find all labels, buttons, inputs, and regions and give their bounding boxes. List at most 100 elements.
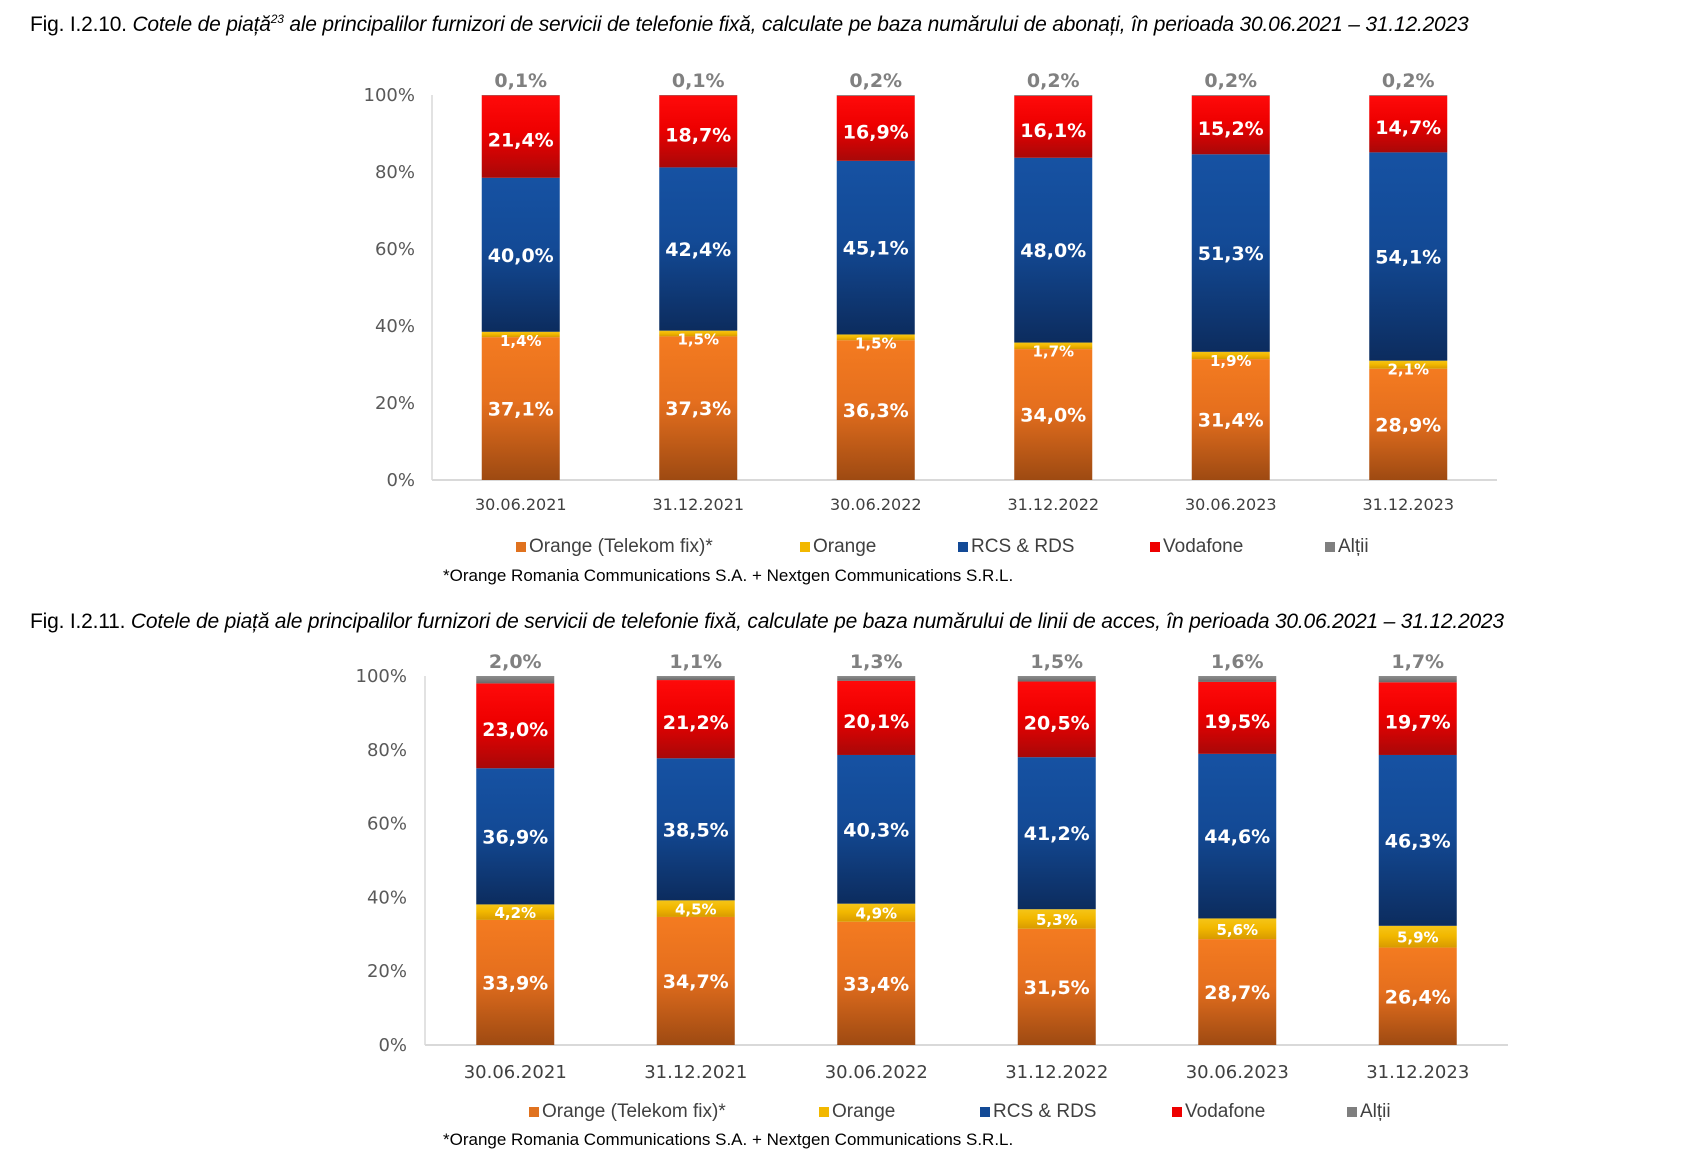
bar-segment-altii xyxy=(1017,676,1096,682)
bar-segment-rcs_rds xyxy=(1369,152,1448,361)
legend-label: RCS & RDS xyxy=(971,536,1075,557)
legend-swatch xyxy=(980,1107,990,1117)
data-label-orange_telekom: 28,9% xyxy=(1375,414,1441,436)
legend-label: Orange xyxy=(832,1101,896,1122)
y-tick-label: 60% xyxy=(375,239,415,260)
data-label-orange_telekom: 31,4% xyxy=(1198,410,1264,432)
y-tick-label: 0% xyxy=(386,470,415,491)
bar-segment-rcs_rds xyxy=(1191,154,1270,352)
bar-segment-altii xyxy=(656,676,735,681)
data-label-vodafone: 20,5% xyxy=(1024,712,1090,734)
data-label-altii: 0,2% xyxy=(849,70,902,92)
legend-item-rcs_rds: RCS & RDS xyxy=(958,536,1074,558)
bar-segment-orange xyxy=(837,903,916,922)
data-label-orange: 1,9% xyxy=(1210,352,1252,370)
data-label-rcs_rds: 40,3% xyxy=(843,819,909,841)
data-label-vodafone: 19,5% xyxy=(1204,711,1270,733)
bar-segment-orange_telekom xyxy=(1014,349,1093,480)
data-label-altii: 2,0% xyxy=(489,651,542,673)
data-label-altii: 0,1% xyxy=(672,70,725,92)
legend-swatch xyxy=(1150,542,1160,552)
data-label-rcs_rds: 36,9% xyxy=(482,826,548,848)
x-category-label: 31.12.2023 xyxy=(1366,1062,1469,1083)
legend-item-orange: Orange xyxy=(819,1101,895,1123)
bar-segment-orange_telekom xyxy=(1191,359,1270,480)
x-category-label: 30.06.2023 xyxy=(1186,1062,1289,1083)
bar-segment-altii xyxy=(481,95,560,96)
data-label-orange: 2,1% xyxy=(1387,361,1429,379)
bar-segment-rcs_rds xyxy=(1198,753,1277,919)
data-label-orange: 4,5% xyxy=(675,901,717,919)
y-tick-label: 100% xyxy=(356,666,407,687)
bar-segment-altii xyxy=(659,95,738,96)
data-label-orange_telekom: 37,1% xyxy=(488,399,554,421)
bar-segment-altii xyxy=(1198,676,1277,682)
figure-1-title-rest: ale principalilor furnizori de servicii … xyxy=(283,13,1469,36)
data-label-rcs_rds: 38,5% xyxy=(663,819,729,841)
data-label-rcs_rds: 45,1% xyxy=(843,238,909,260)
bar-segment-orange_telekom xyxy=(1378,947,1457,1045)
legend-item-vodafone: Vodafone xyxy=(1150,536,1243,558)
bar-segment-rcs_rds xyxy=(659,167,738,331)
bar-segment-altii xyxy=(836,95,915,96)
y-tick-label: 80% xyxy=(375,162,415,183)
bar-segment-vodafone xyxy=(1191,95,1270,155)
bar-segment-orange_telekom xyxy=(656,916,735,1045)
data-label-altii: 1,6% xyxy=(1211,651,1264,673)
data-label-orange: 1,5% xyxy=(855,334,897,352)
bar-segment-rcs_rds xyxy=(1014,157,1093,343)
legend-item-orange: Orange xyxy=(800,536,876,558)
bar-segment-orange xyxy=(1369,360,1448,369)
data-label-vodafone: 21,4% xyxy=(488,130,554,152)
data-label-vodafone: 14,7% xyxy=(1375,117,1441,139)
data-label-orange: 5,9% xyxy=(1397,929,1439,947)
data-label-orange_telekom: 37,3% xyxy=(665,398,731,420)
bar-segment-rcs_rds xyxy=(656,758,735,901)
y-tick-label: 100% xyxy=(364,85,415,106)
bar-segment-altii xyxy=(1369,95,1448,96)
data-label-orange_telekom: 36,3% xyxy=(843,400,909,422)
bar-segment-orange xyxy=(476,904,555,920)
data-label-vodafone: 21,2% xyxy=(663,712,729,734)
data-label-vodafone: 15,2% xyxy=(1198,118,1264,140)
x-category-label: 30.06.2023 xyxy=(1185,495,1277,514)
figure-2-title: Fig. I.2.11. Cotele de piață ale princip… xyxy=(30,610,1504,634)
legend-swatch xyxy=(1325,542,1335,552)
bar-segment-vodafone xyxy=(1198,681,1277,754)
bar-segment-vodafone xyxy=(837,680,916,755)
data-label-orange_telekom: 31,5% xyxy=(1024,977,1090,999)
x-category-label: 31.12.2022 xyxy=(1005,1062,1108,1083)
figure-1-title: Fig. I.2.10. Cotele de piață23 ale princ… xyxy=(30,12,1469,37)
legend-label: Alții xyxy=(1360,1101,1391,1122)
legend-label: Alții xyxy=(1338,536,1369,557)
legend-label: Vodafone xyxy=(1185,1101,1266,1122)
data-label-orange: 1,4% xyxy=(500,332,542,350)
data-label-vodafone: 16,1% xyxy=(1020,120,1086,142)
legend-item-rcs_rds: RCS & RDS xyxy=(980,1101,1096,1123)
legend-item-altii: Alții xyxy=(1347,1101,1391,1123)
legend-swatch xyxy=(516,542,526,552)
bar-segment-altii xyxy=(837,676,916,681)
data-label-altii: 0,2% xyxy=(1382,70,1435,92)
bar-segment-orange_telekom xyxy=(481,337,560,480)
data-label-rcs_rds: 41,2% xyxy=(1024,823,1090,845)
data-label-altii: 1,7% xyxy=(1391,651,1444,673)
bar-segment-orange_telekom xyxy=(659,336,738,480)
bar-segment-orange xyxy=(1017,909,1096,929)
bar-segment-altii xyxy=(1191,95,1270,96)
bar-segment-altii xyxy=(1378,676,1457,683)
bar-segment-orange_telekom xyxy=(836,340,915,480)
data-label-vodafone: 19,7% xyxy=(1385,712,1451,734)
data-label-altii: 0,1% xyxy=(494,70,547,92)
data-label-rcs_rds: 46,3% xyxy=(1385,830,1451,852)
data-label-orange_telekom: 34,7% xyxy=(663,971,729,993)
x-category-label: 30.06.2021 xyxy=(475,495,567,514)
data-label-vodafone: 18,7% xyxy=(665,124,731,146)
figure-1-number: Fig. I.2.10. xyxy=(30,13,127,36)
bar-segment-rcs_rds xyxy=(481,177,560,332)
data-label-orange: 4,9% xyxy=(855,905,897,923)
data-label-rcs_rds: 54,1% xyxy=(1375,247,1441,269)
bar-segment-orange xyxy=(656,900,735,917)
data-label-orange_telekom: 33,4% xyxy=(843,973,909,995)
